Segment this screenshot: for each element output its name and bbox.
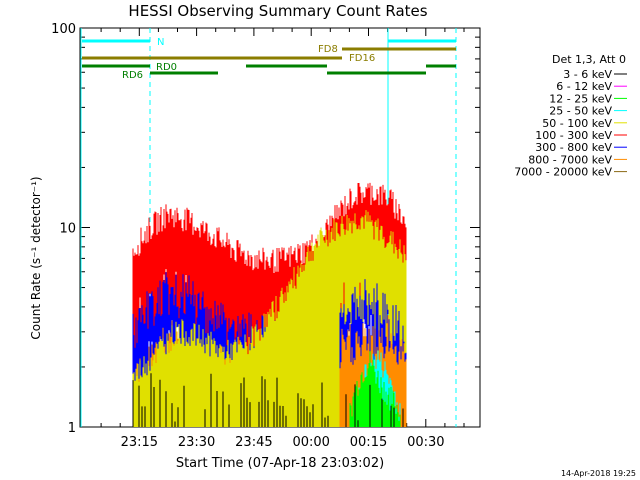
legend-entry-label: 25 - 50 keV: [549, 105, 612, 118]
y-axis-label: Count Rate (s⁻¹ detector⁻¹): [29, 176, 43, 339]
y-tick-label: 10: [59, 222, 76, 237]
legend-title: Det 1,3, Att 0: [552, 53, 626, 66]
y-tick-label: 1: [68, 421, 76, 436]
legend-entry-label: 50 - 100 keV: [542, 117, 612, 130]
legend-entry-label: 12 - 25 keV: [549, 92, 612, 105]
legend-entry-label: 100 - 300 keV: [535, 129, 612, 142]
x-axis-label: Start Time (07-Apr-18 23:03:02): [176, 456, 384, 471]
flag-label: N: [157, 37, 164, 48]
x-tick-label: 23:45: [235, 435, 272, 450]
x-tick-label: 00:15: [350, 435, 387, 450]
flag-label: FD16: [349, 53, 375, 64]
x-tick-label: 00:00: [292, 435, 329, 450]
x-tick-label: 00:30: [407, 435, 444, 450]
flag-label: RD0: [156, 62, 177, 73]
chart-title: HESSI Observing Summary Count Rates: [128, 2, 427, 20]
legend-entry-label: 6 - 12 keV: [556, 80, 612, 93]
y-tick-label: 100: [51, 22, 76, 37]
x-tick-label: 23:15: [121, 435, 158, 450]
legend-entry-label: 7000 - 20000 keV: [514, 166, 612, 179]
legend-entry-label: 300 - 800 keV: [535, 141, 612, 154]
legend-entry-label: 800 - 7000 keV: [528, 153, 612, 166]
data-series: [132, 182, 407, 427]
legend-entry-label: 3 - 6 keV: [563, 68, 612, 81]
series-trace: [132, 373, 404, 427]
x-tick-label: 23:30: [178, 435, 215, 450]
flag-label: FD8: [318, 44, 338, 55]
footer-date: 14-Apr-2018 19:25: [561, 469, 636, 478]
flag-label: RD6: [122, 70, 143, 81]
